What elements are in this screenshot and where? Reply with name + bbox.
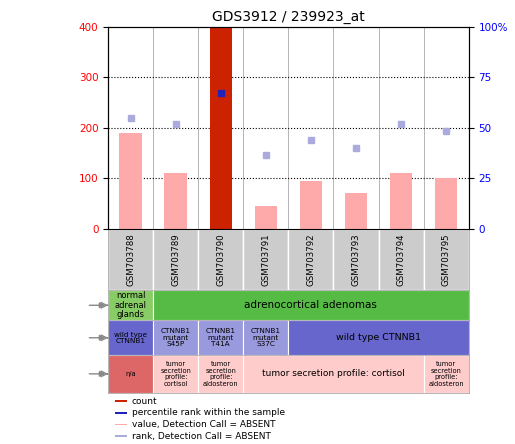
Text: value, Detection Call = ABSENT: value, Detection Call = ABSENT <box>131 420 275 429</box>
Text: GSM703789: GSM703789 <box>171 234 180 286</box>
Bar <box>198 229 244 290</box>
Title: GDS3912 / 239923_at: GDS3912 / 239923_at <box>212 10 365 24</box>
Bar <box>300 181 322 229</box>
Text: wild type CTNNB1: wild type CTNNB1 <box>336 333 421 342</box>
Text: wild type
CTNNB1: wild type CTNNB1 <box>114 332 147 344</box>
Text: tumor
secretion
profile:
aldosteron: tumor secretion profile: aldosteron <box>428 361 464 387</box>
Bar <box>153 229 198 290</box>
Bar <box>244 355 424 392</box>
Bar <box>254 206 277 229</box>
Bar <box>115 424 127 425</box>
Bar <box>108 290 153 321</box>
Bar <box>334 229 379 290</box>
Text: CTNNB1
mutant
T41A: CTNNB1 mutant T41A <box>206 328 236 347</box>
Bar <box>390 173 413 229</box>
Text: GSM703788: GSM703788 <box>126 234 135 286</box>
Bar <box>153 355 198 392</box>
Bar <box>108 321 153 355</box>
Text: CTNNB1
mutant
S45P: CTNNB1 mutant S45P <box>161 328 191 347</box>
Text: GSM703791: GSM703791 <box>262 234 270 286</box>
Bar <box>210 27 232 229</box>
Text: GSM703792: GSM703792 <box>306 234 315 286</box>
Text: adrenocortical adenomas: adrenocortical adenomas <box>245 300 377 310</box>
Bar <box>288 229 334 290</box>
Bar <box>115 400 127 402</box>
Text: normal
adrenal
glands: normal adrenal glands <box>115 291 147 320</box>
Text: percentile rank within the sample: percentile rank within the sample <box>131 408 285 417</box>
Text: tumor
secretion
profile:
aldosteron: tumor secretion profile: aldosteron <box>203 361 238 387</box>
Bar <box>153 321 198 355</box>
Bar <box>115 412 127 414</box>
Bar <box>108 355 153 392</box>
Bar <box>164 173 187 229</box>
Bar <box>108 229 153 290</box>
Bar <box>435 178 457 229</box>
Bar <box>379 229 423 290</box>
Bar <box>115 436 127 437</box>
Text: CTNNB1
mutant
S37C: CTNNB1 mutant S37C <box>251 328 281 347</box>
Bar <box>119 133 142 229</box>
Bar <box>424 229 469 290</box>
Bar <box>198 321 244 355</box>
Text: tumor
secretion
profile:
cortisol: tumor secretion profile: cortisol <box>160 361 191 387</box>
Text: GSM703795: GSM703795 <box>442 234 451 286</box>
Text: rank, Detection Call = ABSENT: rank, Detection Call = ABSENT <box>131 432 270 441</box>
Bar <box>244 229 288 290</box>
Bar <box>198 355 244 392</box>
Text: GSM703790: GSM703790 <box>216 234 225 286</box>
Text: GSM703794: GSM703794 <box>397 234 405 286</box>
Bar <box>288 321 469 355</box>
Text: GSM703793: GSM703793 <box>352 234 360 286</box>
Bar <box>244 321 288 355</box>
Bar <box>424 355 469 392</box>
Text: n/a: n/a <box>125 371 136 377</box>
Text: tumor secretion profile: cortisol: tumor secretion profile: cortisol <box>262 369 405 378</box>
Bar <box>345 194 367 229</box>
Bar <box>153 290 469 321</box>
Text: count: count <box>131 396 157 405</box>
